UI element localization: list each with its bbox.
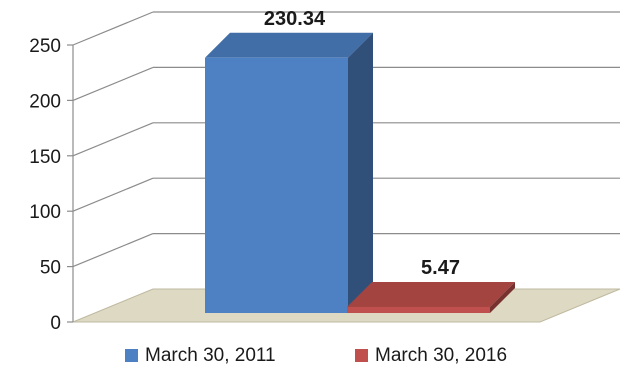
bars (205, 32, 515, 314)
bar (347, 281, 515, 313)
legend-label: March 30, 2011 (145, 345, 276, 366)
legend-label: March 30, 2016 (375, 345, 507, 366)
gridline-side (72, 233, 154, 268)
y-tick-label: 100 (29, 202, 61, 223)
y-tick-label: 200 (29, 91, 61, 112)
data-label: 5.47 (421, 257, 460, 279)
legend: March 30, 2011 March 30, 2016 (125, 345, 507, 366)
y-tick-label: 250 (29, 36, 61, 57)
bar-top-face (205, 32, 373, 58)
gridline-side (72, 11, 154, 46)
y-tick-label: 50 (40, 258, 61, 279)
bar (205, 32, 373, 314)
legend-swatch (355, 349, 368, 362)
data-labels: 230.34 5.47 (264, 8, 460, 279)
y-tick-label: 150 (29, 147, 61, 168)
bar-side-face (490, 281, 515, 313)
data-label: 230.34 (264, 8, 326, 30)
legend-swatch (125, 349, 138, 362)
bar-side-face (348, 32, 373, 314)
gridline-side (72, 66, 154, 101)
y-tick-label: 0 (50, 313, 61, 334)
bar-top-face (347, 281, 515, 307)
gridline-side (72, 177, 154, 212)
bar-front-face (347, 306, 490, 313)
gridline-side (72, 122, 154, 157)
bar-front-face (205, 57, 348, 313)
y-axis: 0 50 100 150 200 250 (29, 36, 74, 334)
